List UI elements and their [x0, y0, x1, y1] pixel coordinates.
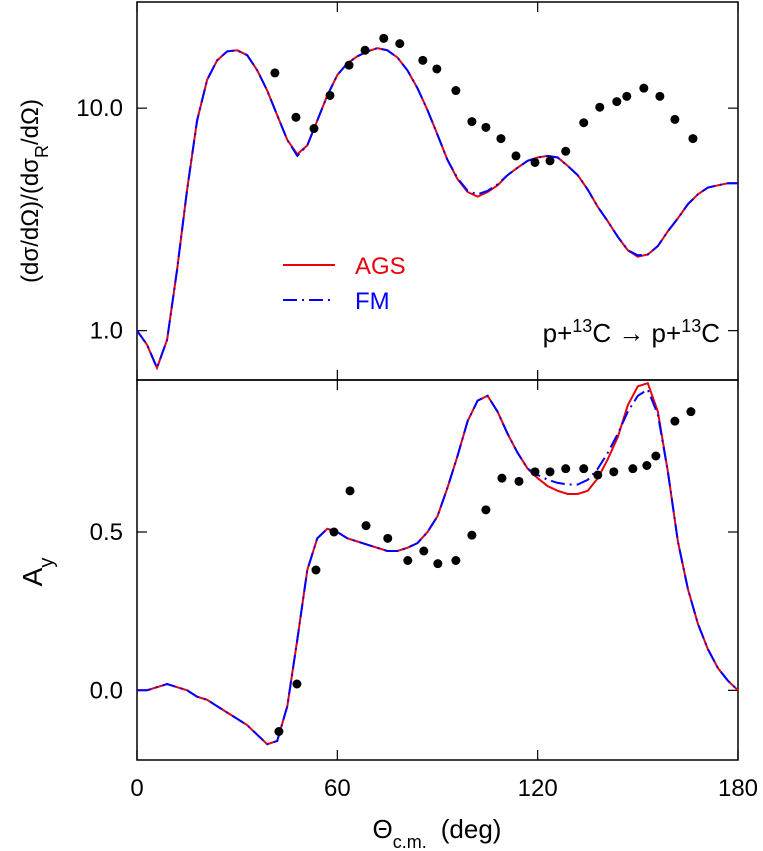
y-label-sub: R — [32, 145, 52, 158]
data-point — [595, 102, 605, 112]
x-tick-label: 0 — [130, 775, 143, 802]
data-point — [344, 60, 354, 70]
data-point — [325, 90, 335, 100]
y-tick-label: 0.0 — [90, 677, 123, 704]
data-point — [496, 134, 506, 144]
data-point — [345, 486, 355, 496]
data-point — [514, 476, 524, 486]
data-point — [530, 157, 540, 167]
annotation-sup: 13 — [572, 316, 592, 336]
legend-label: AGS — [355, 253, 406, 280]
legend-label: FM — [355, 288, 390, 315]
data-point — [418, 55, 428, 65]
annotation-part: C → p+ — [592, 318, 681, 348]
y-axis-label: (dσ/dΩ)/(dσR/dΩ) — [17, 99, 52, 283]
data-point — [419, 546, 429, 556]
data-point — [530, 467, 540, 477]
annotation-part: C — [701, 318, 720, 348]
data-point — [545, 156, 555, 166]
data-point — [622, 91, 632, 101]
data-point — [642, 461, 652, 470]
data-point — [481, 505, 491, 515]
data-point — [274, 727, 284, 736]
x-tick-label: 120 — [518, 775, 558, 802]
data-point — [481, 122, 491, 132]
x-tick-label: 180 — [718, 775, 758, 802]
data-point — [379, 33, 389, 43]
curve — [136, 47, 738, 371]
data-point — [467, 117, 477, 127]
x-label-part: (deg) — [441, 814, 502, 844]
data-point — [451, 556, 461, 565]
data-point — [561, 146, 571, 156]
plot-frame — [136, 379, 739, 761]
data-point — [467, 530, 477, 540]
data-point — [639, 83, 649, 93]
data-point — [593, 470, 603, 480]
data-point — [579, 118, 589, 128]
y-label-part: (dσ/dΩ)/(dσ — [17, 158, 44, 283]
data-point — [655, 91, 665, 101]
data-point — [545, 467, 555, 477]
data-point — [670, 416, 680, 426]
y-label-part: /dΩ) — [17, 99, 44, 145]
data-point — [651, 451, 661, 461]
data-point — [628, 464, 638, 474]
x-axis-label: Θc.m. (deg) — [373, 814, 502, 851]
data-point — [403, 556, 413, 565]
annotation-part: p+ — [543, 318, 573, 348]
data-point — [612, 97, 622, 107]
data-point — [361, 521, 371, 531]
data-point — [609, 467, 619, 477]
curve — [137, 388, 739, 746]
data-point — [561, 464, 571, 474]
annotation: p+13C → p+13C — [543, 316, 720, 348]
y-tick-label: 0.5 — [90, 519, 123, 546]
data-point — [311, 565, 321, 575]
data-point — [688, 134, 698, 144]
x-tick-label: 60 — [324, 775, 351, 802]
x-label-part: Θ — [373, 814, 393, 844]
data-point — [433, 559, 443, 569]
data-point — [686, 407, 696, 417]
y-tick-label: 10.0 — [76, 95, 123, 122]
data-point — [309, 124, 319, 134]
annotation-sup: 13 — [681, 316, 701, 336]
y-axis-label: Ay — [17, 558, 58, 587]
data-point — [383, 533, 393, 543]
data-point — [291, 112, 301, 122]
data-point — [395, 39, 405, 49]
data-point — [432, 64, 442, 74]
data-point — [579, 464, 589, 474]
data-point — [497, 473, 507, 483]
data-point — [360, 45, 370, 55]
data-point — [292, 679, 302, 689]
y-label-part: A — [17, 567, 48, 586]
data-point — [670, 114, 680, 124]
data-point — [451, 86, 461, 96]
y-tick-label: 1.0 — [90, 318, 123, 345]
x-label-sub: c.m. — [393, 832, 427, 851]
data-point — [270, 68, 280, 78]
y-label-sub: y — [36, 558, 58, 568]
data-point — [329, 527, 339, 537]
data-point — [511, 151, 521, 161]
